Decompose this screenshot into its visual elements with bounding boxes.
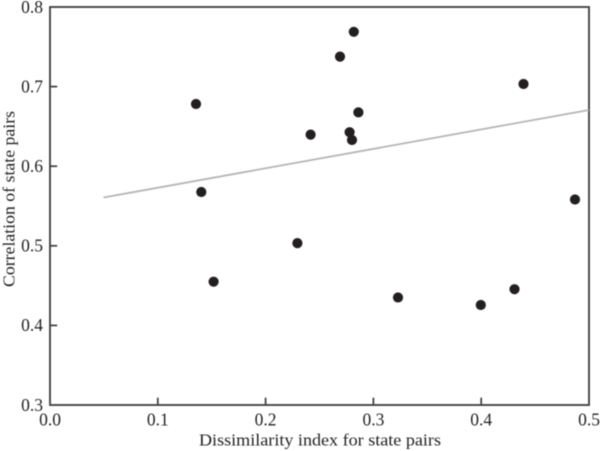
- svg-text:0.4: 0.4: [470, 410, 492, 430]
- svg-text:0.8: 0.8: [21, 0, 43, 17]
- svg-text:0.5: 0.5: [578, 410, 600, 430]
- svg-text:0.1: 0.1: [147, 410, 169, 430]
- svg-text:0.3: 0.3: [21, 395, 43, 415]
- svg-text:0.6: 0.6: [21, 156, 43, 176]
- svg-text:0.3: 0.3: [362, 410, 384, 430]
- svg-text:0.2: 0.2: [255, 410, 277, 430]
- svg-text:0.4: 0.4: [21, 315, 43, 335]
- svg-text:Dissimilarity index for state: Dissimilarity index for state pairs: [199, 431, 441, 450]
- svg-text:0.0: 0.0: [39, 410, 61, 430]
- svg-text:0.5: 0.5: [21, 236, 43, 256]
- svg-text:Correlation of state pairs: Correlation of state pairs: [0, 111, 19, 287]
- svg-text:0.7: 0.7: [21, 76, 43, 96]
